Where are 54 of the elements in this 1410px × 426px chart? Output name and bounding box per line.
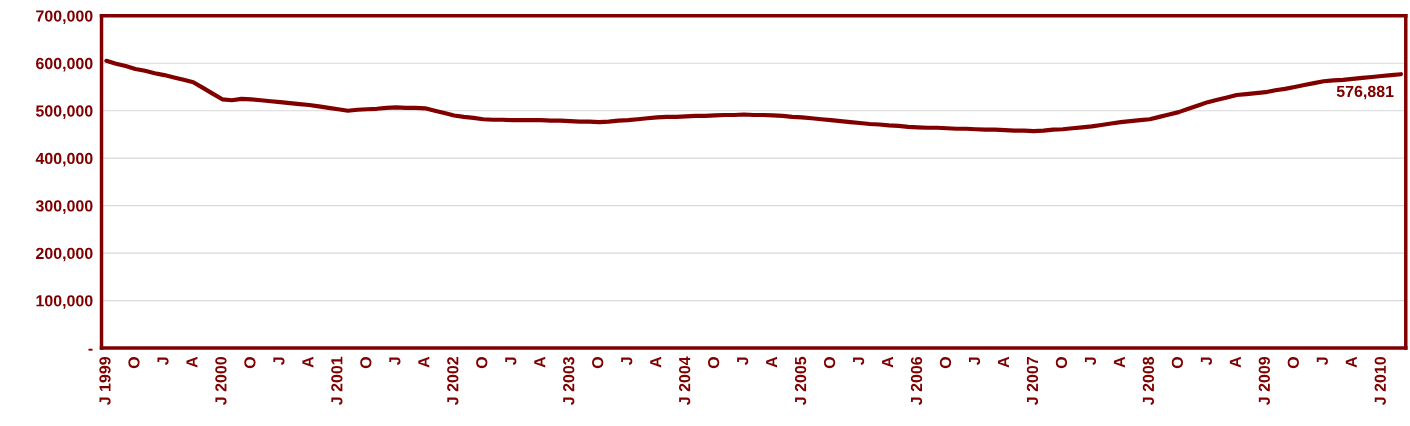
- y-tick-label: 200,000: [36, 247, 93, 262]
- x-tick-label: O: [128, 357, 140, 369]
- x-tick-label: A: [186, 356, 198, 368]
- x-tick-label: O: [939, 357, 952, 369]
- x-tick-label: O: [360, 357, 372, 369]
- x-tick-label: O: [1287, 357, 1299, 369]
- annotation: 576,881: [1336, 85, 1394, 100]
- x-tick-label: J 1999: [99, 356, 111, 405]
- y-tick-label: 400,000: [35, 152, 93, 167]
- x-tick-label: J 2008: [1142, 356, 1155, 405]
- x-tick-label: A: [882, 356, 894, 368]
- x-tick-label: J: [621, 357, 633, 366]
- x-tick-label: A: [650, 356, 662, 368]
- x-tick-label: J 2006: [910, 356, 923, 405]
- x-tick-label: J: [1084, 357, 1097, 366]
- x-tick-label: J 2009: [1258, 356, 1270, 405]
- x-tick-label: J 2005: [794, 356, 807, 405]
- x-tick-label: A: [302, 356, 314, 368]
- x-tick-label: A: [534, 356, 546, 368]
- y-tick-label: 500,000: [35, 105, 93, 119]
- x-tick-label: J 2004: [678, 356, 691, 405]
- x-tick-label: A: [1113, 356, 1125, 368]
- x-tick-label: O: [1171, 357, 1184, 369]
- x-tick-label: J 2001: [331, 356, 343, 405]
- x-tick-label: J: [505, 357, 517, 366]
- x-tick-label: J: [1316, 357, 1328, 366]
- x-tick-label: O: [244, 357, 256, 369]
- y-tick-label: 100,000: [36, 295, 93, 309]
- x-tick-label: J 2010: [1374, 357, 1386, 405]
- x-tick-label: J 2000: [215, 357, 227, 405]
- x-tick-label: O: [1055, 357, 1068, 369]
- x-tick-label: O: [476, 357, 488, 369]
- x-tick-label: J 2003: [563, 356, 575, 405]
- x-tick-label: J 2007: [1026, 357, 1039, 405]
- x-tick-label: A: [766, 356, 778, 368]
- x-tick-label: J: [968, 357, 981, 366]
- x-tick-label: O: [823, 357, 836, 369]
- x-tick-label: A: [418, 356, 430, 368]
- y-tick-label: 600,000: [36, 57, 93, 72]
- x-tick-label: O: [707, 357, 720, 369]
- x-tick-label: A: [1229, 356, 1241, 368]
- x-tick-label: A: [1345, 356, 1357, 368]
- y-tick-label: 700,000: [36, 10, 93, 25]
- x-tick-label: A: [997, 356, 1009, 368]
- x-tick-label: J: [157, 357, 169, 366]
- x-tick-label: J: [1200, 357, 1212, 366]
- y-tick-label: 300,000: [35, 200, 93, 214]
- x-tick-label: J: [389, 357, 401, 366]
- y-tick-label: -: [88, 348, 93, 351]
- x-tick-label: J: [273, 357, 285, 366]
- x-tick-label: J: [737, 357, 749, 366]
- x-tick-label: O: [592, 357, 604, 369]
- x-tick-label: J 2002: [447, 357, 459, 405]
- x-tick-label: J: [853, 357, 865, 366]
